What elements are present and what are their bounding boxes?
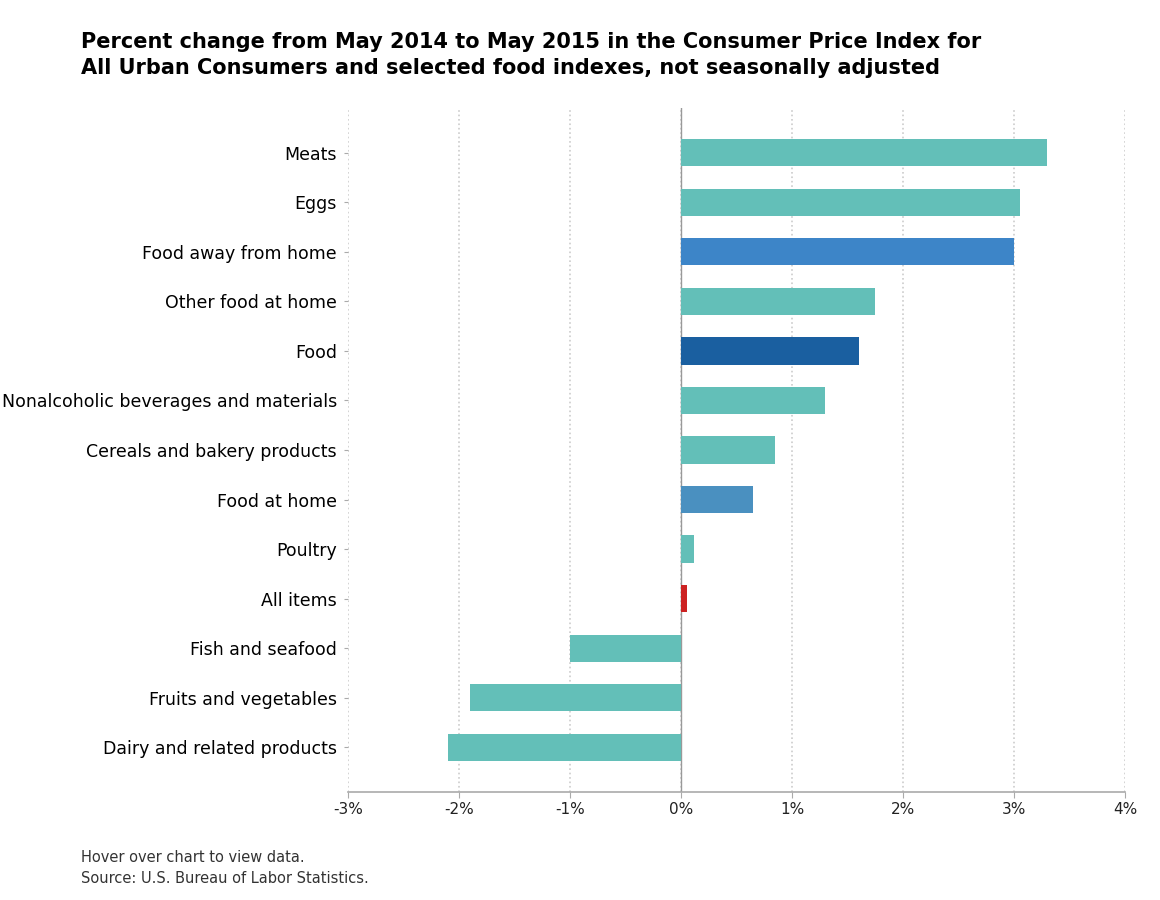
Bar bbox=[681, 288, 876, 315]
Bar bbox=[681, 338, 858, 364]
Bar bbox=[681, 238, 1014, 266]
Text: Source: U.S. Bureau of Labor Statistics.: Source: U.S. Bureau of Labor Statistics. bbox=[81, 871, 369, 886]
Bar bbox=[681, 189, 1020, 216]
Text: All Urban Consumers and selected food indexes, not seasonally adjusted: All Urban Consumers and selected food in… bbox=[81, 58, 941, 78]
Bar bbox=[681, 486, 753, 513]
Bar bbox=[470, 684, 681, 711]
Bar bbox=[681, 140, 1047, 166]
Bar bbox=[681, 436, 775, 464]
Bar bbox=[448, 734, 681, 760]
Bar bbox=[681, 387, 826, 414]
Bar bbox=[570, 634, 681, 662]
Bar bbox=[681, 536, 695, 562]
Text: Hover over chart to view data.: Hover over chart to view data. bbox=[81, 850, 305, 866]
Bar bbox=[681, 585, 687, 612]
Text: Percent change from May 2014 to May 2015 in the Consumer Price Index for: Percent change from May 2014 to May 2015… bbox=[81, 32, 981, 51]
